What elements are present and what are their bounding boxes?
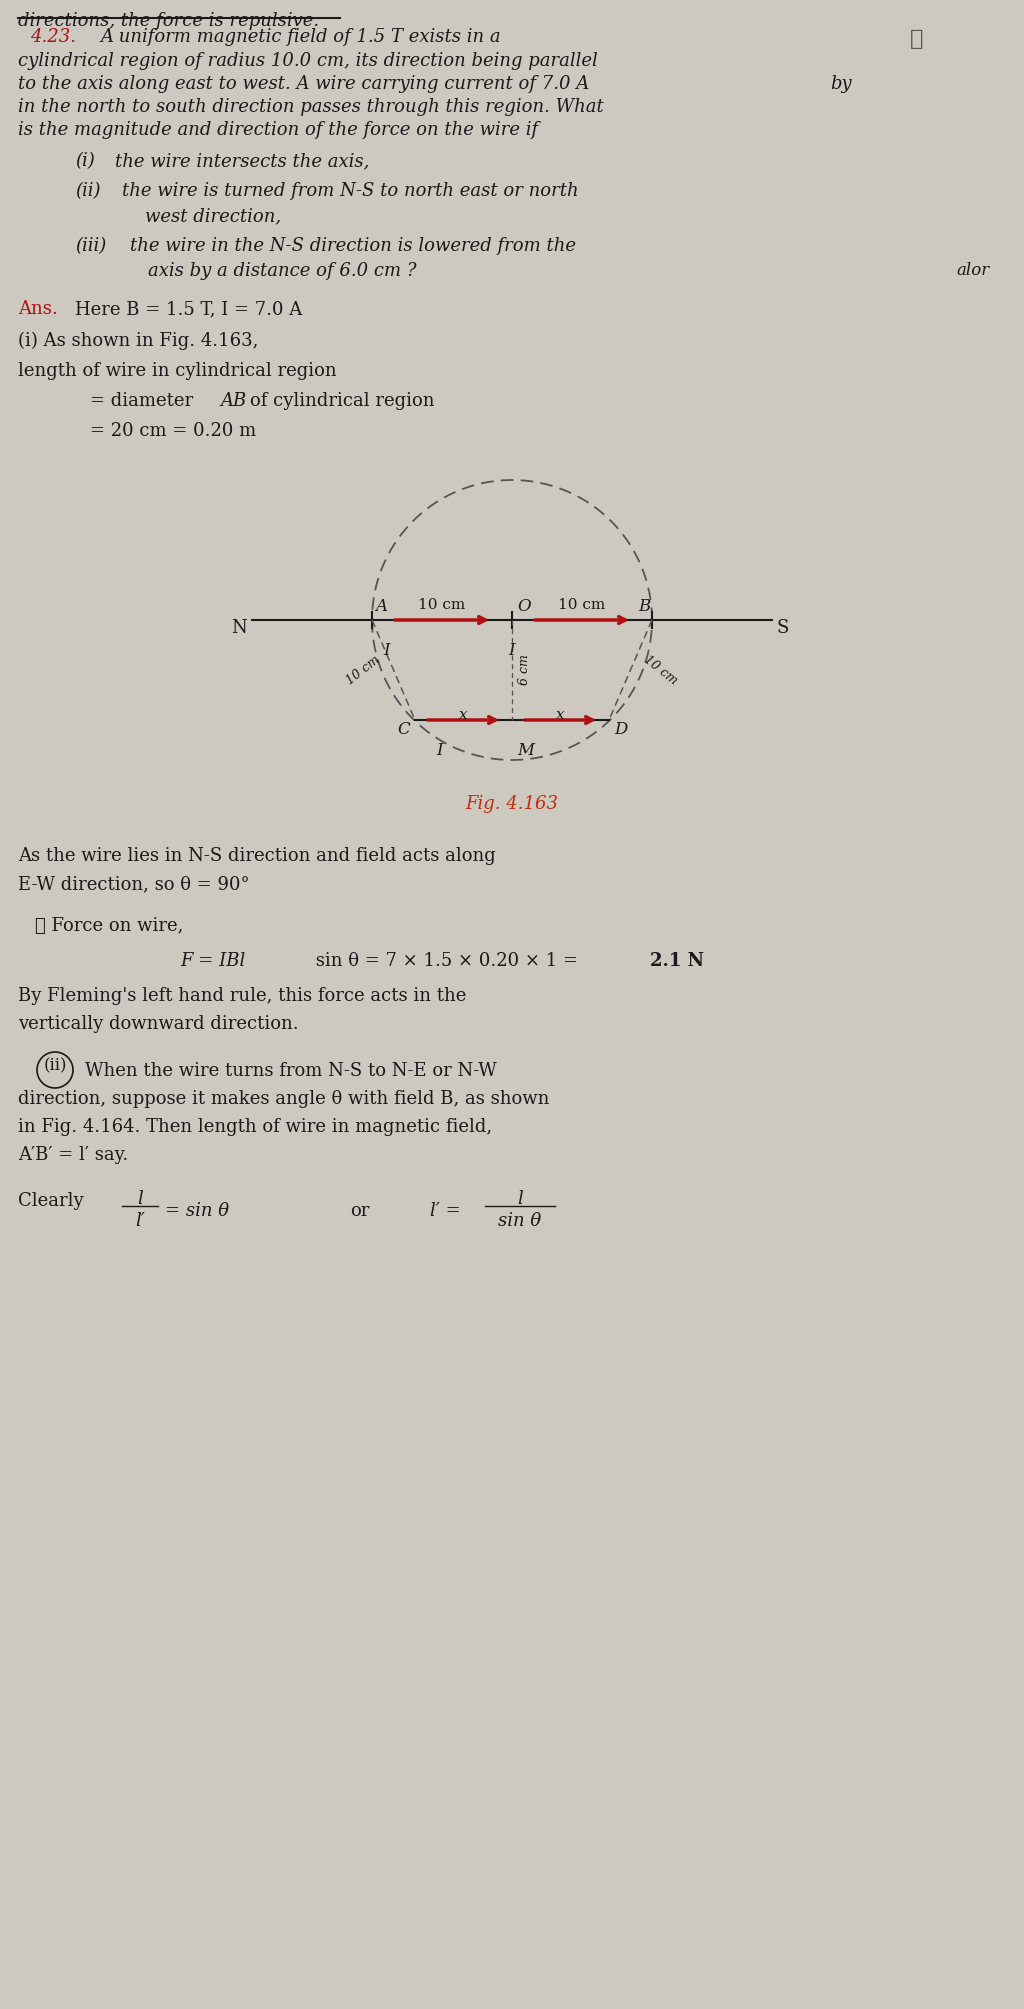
Text: to the axis along east to west. A wire carrying current of 7.0 A: to the axis along east to west. A wire c… bbox=[18, 74, 589, 92]
Text: AB: AB bbox=[220, 392, 246, 410]
Text: the wire intersects the axis,: the wire intersects the axis, bbox=[115, 153, 370, 171]
Text: directions, the force is repulsive.: directions, the force is repulsive. bbox=[18, 12, 319, 30]
Text: When the wire turns from N-S to N-E or N-W: When the wire turns from N-S to N-E or N… bbox=[85, 1063, 497, 1081]
Text: I: I bbox=[436, 741, 443, 759]
Text: A uniform magnetic field of 1.5 T exists in a: A uniform magnetic field of 1.5 T exists… bbox=[100, 28, 501, 46]
Text: 10 cm: 10 cm bbox=[419, 599, 466, 613]
Text: (iii): (iii) bbox=[75, 237, 106, 255]
Text: ∴ Force on wire,: ∴ Force on wire, bbox=[35, 916, 183, 934]
Text: the wire is turned from N-S to north east or north: the wire is turned from N-S to north eas… bbox=[122, 183, 579, 201]
Text: (ii): (ii) bbox=[75, 183, 100, 201]
Text: by: by bbox=[830, 74, 852, 92]
Text: in Fig. 4.164. Then length of wire in magnetic field,: in Fig. 4.164. Then length of wire in ma… bbox=[18, 1117, 493, 1135]
Text: C: C bbox=[397, 721, 410, 739]
Text: = sin θ: = sin θ bbox=[165, 1201, 229, 1219]
Text: (i) As shown in Fig. 4.163,: (i) As shown in Fig. 4.163, bbox=[18, 331, 258, 350]
Text: S: S bbox=[777, 619, 790, 637]
Text: l: l bbox=[137, 1189, 143, 1207]
Text: the wire in the N-S direction is lowered from the: the wire in the N-S direction is lowered… bbox=[130, 237, 575, 255]
Text: direction, suppose it makes angle θ with field B, as shown: direction, suppose it makes angle θ with… bbox=[18, 1091, 549, 1109]
Text: l′: l′ bbox=[135, 1211, 145, 1230]
Text: Here B = 1.5 T, I = 7.0 A: Here B = 1.5 T, I = 7.0 A bbox=[75, 299, 302, 317]
Text: Ans.: Ans. bbox=[18, 299, 57, 317]
Text: 10 cm: 10 cm bbox=[641, 653, 680, 687]
Text: E-W direction, so θ = 90°: E-W direction, so θ = 90° bbox=[18, 876, 250, 892]
Text: (i): (i) bbox=[75, 153, 95, 171]
Text: F = IBl: F = IBl bbox=[180, 952, 246, 970]
Text: As the wire lies in N-S direction and field acts along: As the wire lies in N-S direction and fi… bbox=[18, 848, 496, 866]
Text: Fig. 4.163: Fig. 4.163 bbox=[466, 796, 558, 814]
Text: D: D bbox=[614, 721, 628, 739]
Text: length of wire in cylindrical region: length of wire in cylindrical region bbox=[18, 362, 337, 380]
Text: = 20 cm = 0.20 m: = 20 cm = 0.20 m bbox=[90, 422, 256, 440]
Text: in the north to south direction passes through this region. What: in the north to south direction passes t… bbox=[18, 98, 604, 117]
Text: west direction,: west direction, bbox=[145, 207, 282, 225]
Text: A′B′ = l′ say.: A′B′ = l′ say. bbox=[18, 1145, 128, 1163]
Text: ✦: ✦ bbox=[910, 28, 924, 50]
Text: 2.1 N: 2.1 N bbox=[650, 952, 705, 970]
Text: vertically downward direction.: vertically downward direction. bbox=[18, 1015, 299, 1033]
Text: of cylindrical region: of cylindrical region bbox=[250, 392, 434, 410]
Text: x: x bbox=[556, 707, 565, 721]
Text: By Fleming's left hand rule, this force acts in the: By Fleming's left hand rule, this force … bbox=[18, 986, 466, 1004]
Text: l: l bbox=[517, 1189, 523, 1207]
Text: N: N bbox=[231, 619, 247, 637]
Text: 4.23.: 4.23. bbox=[30, 28, 76, 46]
Text: is the magnitude and direction of the force on the wire if: is the magnitude and direction of the fo… bbox=[18, 121, 539, 139]
Text: 10 cm: 10 cm bbox=[344, 653, 383, 687]
Text: or: or bbox=[350, 1201, 370, 1219]
Text: B: B bbox=[638, 599, 650, 615]
Text: = diameter: = diameter bbox=[90, 392, 199, 410]
Text: l′ =: l′ = bbox=[430, 1201, 461, 1219]
Text: A: A bbox=[375, 599, 387, 615]
Text: Clearly: Clearly bbox=[18, 1191, 84, 1209]
Text: O: O bbox=[517, 599, 530, 615]
Text: 6 cm: 6 cm bbox=[518, 655, 531, 685]
Text: axis by a distance of 6.0 cm ?: axis by a distance of 6.0 cm ? bbox=[148, 261, 417, 279]
Text: 10 cm: 10 cm bbox=[558, 599, 605, 613]
Text: sin θ = 7 × 1.5 × 0.20 × 1 =: sin θ = 7 × 1.5 × 0.20 × 1 = bbox=[310, 952, 584, 970]
Text: M: M bbox=[517, 741, 534, 759]
Text: sin θ: sin θ bbox=[499, 1211, 542, 1230]
Text: alor: alor bbox=[956, 261, 990, 279]
Text: cylindrical region of radius 10.0 cm, its direction being parallel: cylindrical region of radius 10.0 cm, it… bbox=[18, 52, 598, 70]
Text: I: I bbox=[509, 643, 515, 659]
Text: (ii): (ii) bbox=[43, 1057, 67, 1075]
Text: I: I bbox=[384, 643, 390, 659]
Text: x: x bbox=[459, 707, 468, 721]
